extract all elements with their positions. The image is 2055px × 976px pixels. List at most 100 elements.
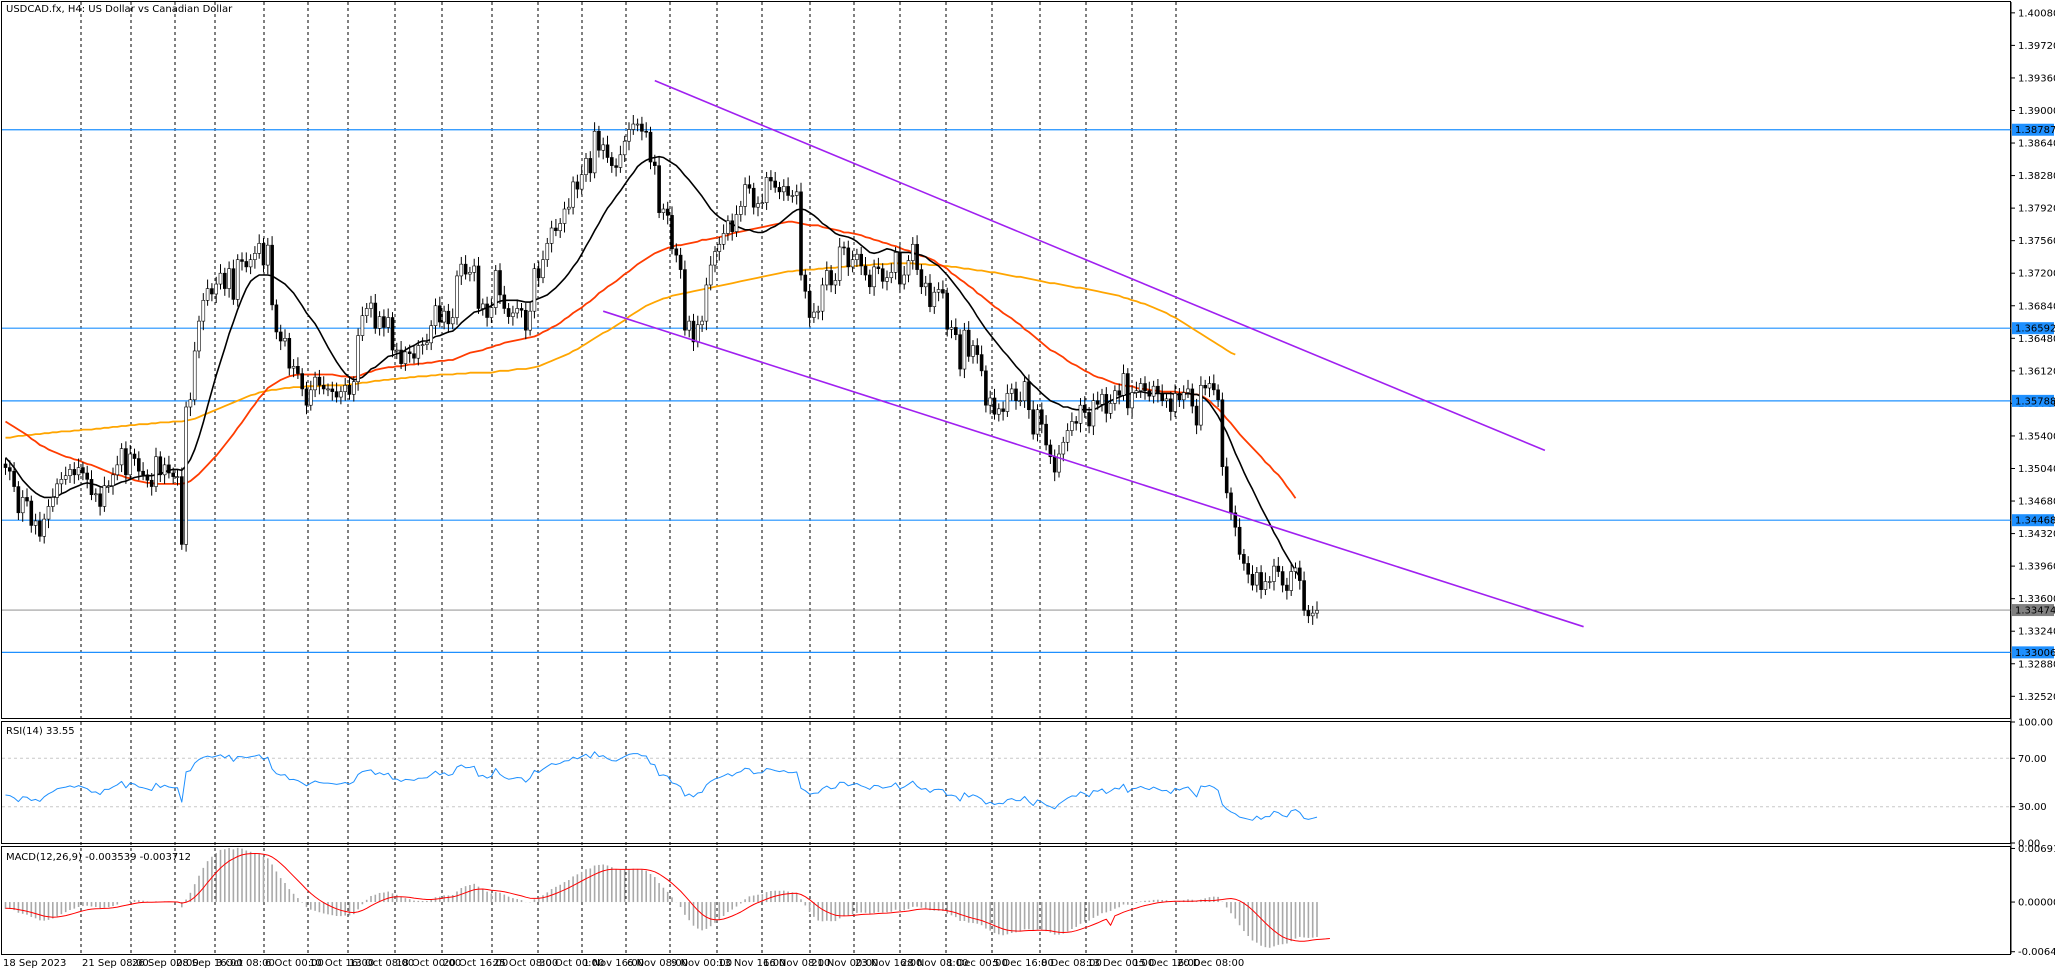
candle: [1156, 378, 1160, 403]
candle: [1267, 576, 1272, 589]
candle-body-down: [141, 470, 145, 476]
candle: [941, 280, 945, 299]
candle-body-down: [158, 456, 163, 476]
candle-body-up: [218, 272, 223, 285]
horizontal-levels[interactable]: [2, 129, 2011, 653]
candle: [154, 447, 158, 492]
candle: [29, 495, 34, 533]
candle: [455, 270, 459, 325]
candle: [1194, 398, 1199, 435]
candle: [59, 472, 64, 493]
x-tick-label: 28 Nov 08:00: [901, 958, 968, 969]
candle: [829, 265, 833, 293]
candle: [803, 269, 808, 299]
candle: [472, 258, 477, 282]
candle: [270, 236, 274, 311]
price-tick-label: 1.36480: [2018, 334, 2055, 345]
candle: [175, 469, 180, 486]
candle: [842, 241, 846, 256]
macd-tick-label: 0.006912: [2018, 844, 2055, 855]
price-tick-label: 1.33600: [2018, 594, 2055, 605]
candle: [1237, 518, 1242, 560]
candle: [726, 215, 730, 241]
candle-body-down: [132, 453, 137, 459]
candle: [1014, 381, 1018, 410]
candle-body-up: [1100, 394, 1104, 405]
x-tick-label: 9 Nov 00:00: [671, 958, 732, 969]
candle-body-down: [1169, 398, 1173, 412]
candle-body-down: [657, 165, 661, 213]
x-tick-label: 6 Nov 08:00: [627, 958, 688, 969]
candle-body-up: [1065, 430, 1070, 443]
candle-body-up: [721, 233, 726, 245]
price-tick-label: 1.40080: [2018, 8, 2055, 19]
candle-body-up: [532, 268, 537, 312]
x-tick-label: 8 Dec 08:00: [1041, 958, 1102, 969]
price-tick-label: 1.32520: [2018, 692, 2055, 703]
price-tick-label: 1.38280: [2018, 171, 2055, 182]
candle: [1113, 385, 1117, 411]
trend-channel[interactable]: [602, 79, 1584, 628]
candle-body-up: [713, 251, 717, 266]
candle: [265, 237, 270, 275]
candle: [992, 388, 997, 420]
candle: [231, 259, 236, 305]
candle: [433, 298, 438, 335]
candle: [966, 321, 971, 362]
candle: [85, 465, 89, 489]
level-price-tag: [2012, 646, 2054, 659]
candle-body-down: [321, 385, 326, 390]
macd-title: MACD(12,26,9) -0.003539 -0.003712: [6, 852, 191, 863]
candle: [1078, 397, 1083, 433]
candlesticks: [3, 115, 1319, 625]
candle-body-up: [192, 350, 197, 401]
candle-body-up: [622, 140, 627, 156]
x-tick-label: 25 Oct 08:00: [493, 958, 558, 969]
candle: [115, 455, 120, 481]
candle: [1173, 384, 1177, 417]
candle-body-up: [962, 329, 967, 370]
candle-body-up: [205, 288, 210, 301]
candle: [799, 182, 803, 281]
x-tick-label: 13 Oct 08:00: [349, 958, 414, 969]
candle-body-up: [227, 268, 231, 289]
candle: [1048, 439, 1053, 464]
candle-body-up: [429, 325, 434, 344]
candle-body-up: [416, 345, 421, 359]
candle: [971, 340, 975, 364]
candle: [334, 382, 339, 403]
candle: [1100, 388, 1104, 412]
candle-body-down: [502, 294, 507, 309]
candle-body-down: [12, 470, 16, 487]
candle-body-up: [781, 186, 786, 193]
rsi-series: [5, 751, 1318, 821]
candle-body-down: [399, 349, 403, 364]
candle-body-up: [1070, 421, 1074, 431]
candle: [253, 246, 257, 269]
candle-body-down: [1259, 572, 1263, 590]
candle: [205, 279, 210, 306]
candle-body-up: [188, 399, 193, 408]
candle: [747, 175, 752, 194]
candle-body-up: [128, 453, 132, 476]
candle-body-up: [1078, 404, 1083, 424]
candle-body-up: [743, 184, 747, 207]
candle: [867, 269, 872, 295]
candle: [25, 488, 29, 507]
candle-body-down: [304, 388, 309, 406]
macd-signal-line: [5, 853, 1330, 942]
candle: [98, 486, 102, 516]
candle-body-down: [683, 269, 687, 331]
candle-body-up: [1057, 453, 1061, 473]
candle-body-down: [829, 270, 833, 286]
candle: [807, 284, 812, 327]
candle: [1031, 400, 1035, 440]
candle: [1164, 393, 1169, 408]
candle-body-down: [1285, 584, 1289, 591]
candle-body-up: [1310, 612, 1315, 617]
candle: [141, 462, 145, 481]
candle-body-up: [115, 464, 120, 476]
candle: [1117, 383, 1121, 405]
candle-body-down: [958, 334, 962, 370]
